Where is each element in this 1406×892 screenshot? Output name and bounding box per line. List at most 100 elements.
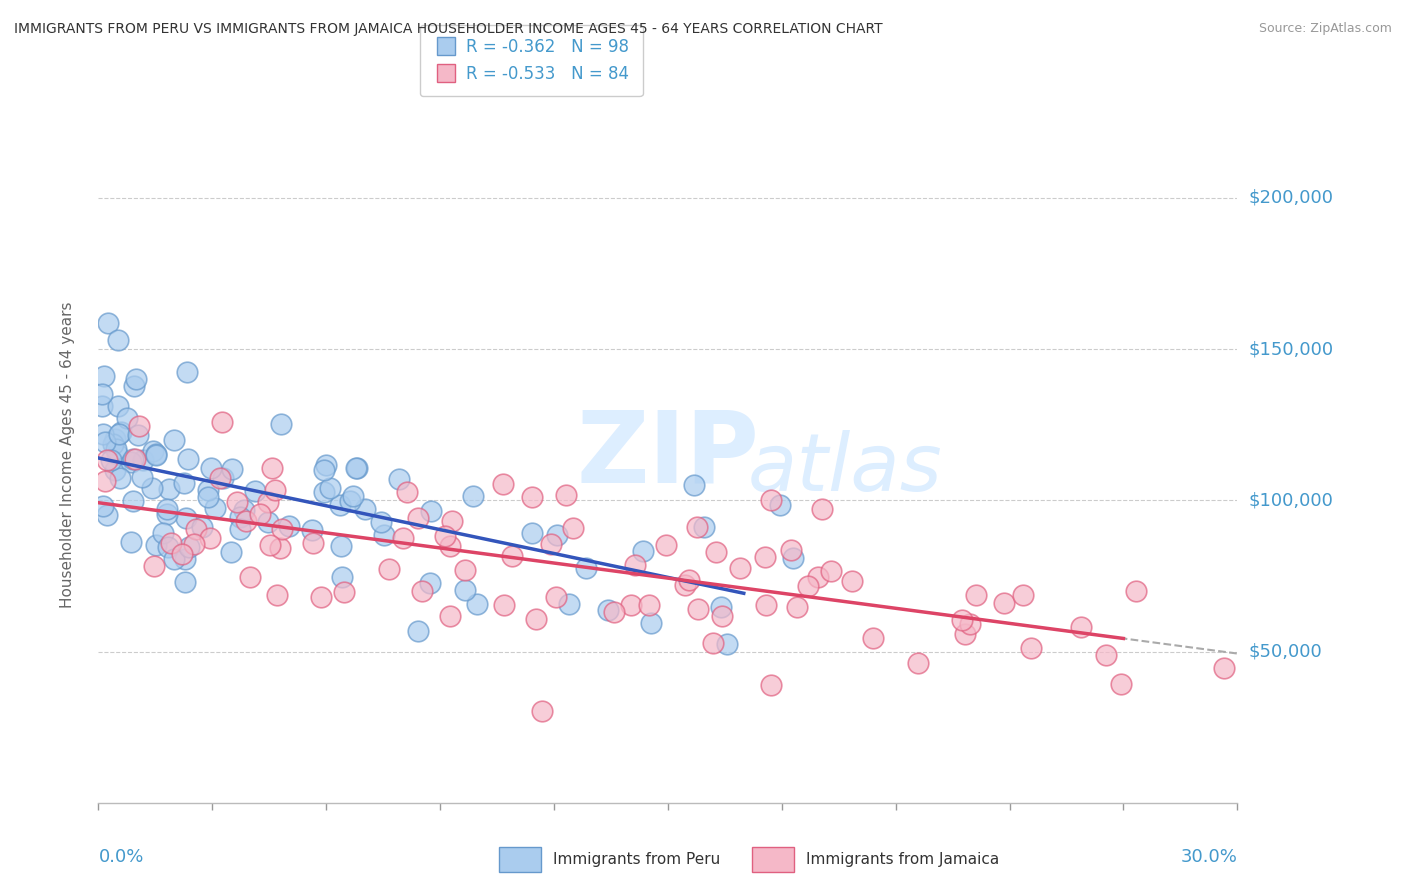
Point — [174, 575, 197, 590]
Point — [170, 547, 193, 561]
Point — [97, 316, 120, 330]
Point — [907, 657, 929, 671]
Point — [558, 598, 581, 612]
Point — [271, 522, 294, 536]
Point — [333, 585, 356, 599]
Point — [184, 523, 207, 537]
Point — [259, 538, 281, 552]
Point — [546, 591, 568, 605]
Point — [796, 579, 818, 593]
Point — [596, 602, 619, 616]
Point — [262, 460, 284, 475]
Point — [339, 494, 361, 508]
Point — [173, 475, 195, 490]
Point — [344, 460, 367, 475]
Point — [520, 526, 543, 541]
Point — [640, 615, 662, 630]
Point — [329, 498, 352, 512]
Point — [120, 455, 142, 469]
Text: $50,000: $50,000 — [1249, 642, 1322, 661]
Point — [319, 481, 342, 495]
Point — [122, 379, 145, 393]
Point — [710, 600, 733, 615]
Point — [145, 448, 167, 462]
Point — [786, 600, 808, 615]
Point — [302, 535, 325, 549]
Point — [465, 597, 488, 611]
Point — [107, 400, 129, 414]
Point — [391, 531, 413, 545]
Point — [103, 432, 125, 446]
Point — [125, 372, 148, 386]
Point — [208, 471, 231, 485]
Point — [200, 460, 222, 475]
Point — [841, 574, 863, 589]
Point — [706, 545, 728, 559]
Point — [1095, 648, 1118, 662]
Point — [314, 484, 336, 499]
Point — [530, 704, 553, 718]
Point — [257, 515, 280, 529]
Point — [103, 463, 125, 477]
Text: $200,000: $200,000 — [1249, 189, 1333, 207]
Point — [692, 520, 714, 534]
Point — [575, 561, 598, 575]
Point — [782, 550, 804, 565]
Point — [673, 578, 696, 592]
Point — [433, 529, 456, 543]
Point — [638, 598, 661, 612]
Point — [212, 471, 235, 485]
Point — [301, 523, 323, 537]
Point — [754, 550, 776, 565]
Point — [603, 605, 626, 619]
Point — [157, 540, 180, 554]
Point — [156, 507, 179, 521]
Point — [91, 499, 114, 513]
Point — [388, 472, 411, 486]
Point — [160, 536, 183, 550]
Point — [229, 510, 252, 524]
Point — [411, 584, 433, 599]
Point — [121, 493, 143, 508]
Point — [716, 637, 738, 651]
Point — [197, 490, 219, 504]
Point — [408, 624, 430, 638]
Point — [330, 539, 353, 553]
Point — [330, 569, 353, 583]
Point — [235, 514, 257, 528]
Point — [463, 489, 485, 503]
Point — [105, 442, 128, 457]
Point — [654, 538, 676, 552]
Point — [91, 386, 114, 401]
Y-axis label: Householder Income Ages 45 - 64 years: Householder Income Ages 45 - 64 years — [60, 301, 75, 608]
Point — [624, 558, 647, 572]
Point — [370, 515, 392, 529]
Point — [107, 333, 129, 347]
Text: ZIP: ZIP — [576, 407, 759, 503]
Point — [108, 471, 131, 485]
Text: $100,000: $100,000 — [1249, 491, 1333, 509]
Point — [562, 520, 585, 534]
Point — [131, 470, 153, 484]
Point — [94, 435, 117, 450]
Point — [221, 461, 243, 475]
Point — [233, 503, 256, 517]
Point — [143, 558, 166, 573]
Point — [141, 481, 163, 495]
Point — [249, 508, 271, 522]
Point — [264, 483, 287, 498]
Text: 0.0%: 0.0% — [98, 848, 143, 866]
Text: atlas: atlas — [748, 430, 942, 508]
Point — [314, 462, 336, 476]
Text: Source: ZipAtlas.com: Source: ZipAtlas.com — [1258, 22, 1392, 36]
Point — [239, 569, 262, 583]
Point — [378, 562, 401, 576]
Point — [145, 538, 167, 552]
Point — [120, 535, 142, 549]
Point — [959, 617, 981, 632]
Point — [278, 518, 301, 533]
Point — [759, 678, 782, 692]
Point — [176, 365, 198, 379]
Point — [759, 492, 782, 507]
Point — [439, 539, 461, 553]
